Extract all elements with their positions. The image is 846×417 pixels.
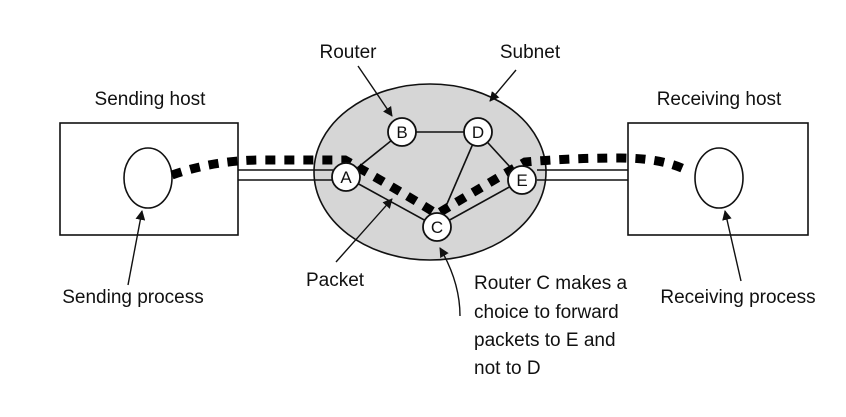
router-c-label: C: [431, 218, 443, 237]
routers: A B C D E: [331, 117, 537, 242]
router-a-circle: [331, 162, 361, 192]
router-e: E: [507, 165, 537, 195]
router-c-note-line-1: Router C makes a: [474, 273, 628, 294]
router-b-circle: [387, 117, 417, 147]
subnet-label-arrow: [489, 69, 517, 102]
receiving-host-label: Receiving host: [657, 89, 782, 110]
router-label: Router: [319, 42, 377, 63]
router-label-arrow: [357, 65, 393, 117]
router-d-label: D: [472, 123, 484, 142]
sending-process-arrow: [127, 210, 146, 286]
router-d-circle: [463, 117, 493, 147]
sending-process-circle: [123, 147, 173, 209]
sending-process-label: Sending process: [62, 287, 204, 308]
router-c-note-line-2: choice to forward: [474, 302, 619, 323]
packet-label: Packet: [306, 270, 365, 291]
sending-host-label: Sending host: [95, 89, 207, 110]
link-c-e: [436, 179, 523, 228]
router-a: A: [331, 162, 361, 192]
receiving-process-arrow: [722, 210, 742, 282]
packet-label-arrow: [335, 198, 393, 263]
router-e-label: E: [516, 171, 527, 190]
packet-path: [170, 153, 693, 220]
router-c-note-line-3: packets to E and: [474, 330, 616, 351]
host-link-left: [238, 169, 333, 181]
router-c-note-line-4: not to D: [474, 358, 541, 379]
subnet-label: Subnet: [500, 42, 561, 63]
receiving-process-label: Receiving process: [660, 287, 815, 308]
receiving-process-circle: [694, 147, 744, 209]
router-b: B: [387, 117, 417, 147]
host-link-right: [537, 169, 628, 181]
router-d: D: [463, 117, 493, 147]
router-b-label: B: [396, 123, 407, 142]
router-c: C: [422, 212, 452, 242]
router-c-note-arrow: [439, 247, 461, 317]
router-a-label: A: [340, 168, 352, 187]
router-c-circle: [422, 212, 452, 242]
router-e-circle: [507, 165, 537, 195]
